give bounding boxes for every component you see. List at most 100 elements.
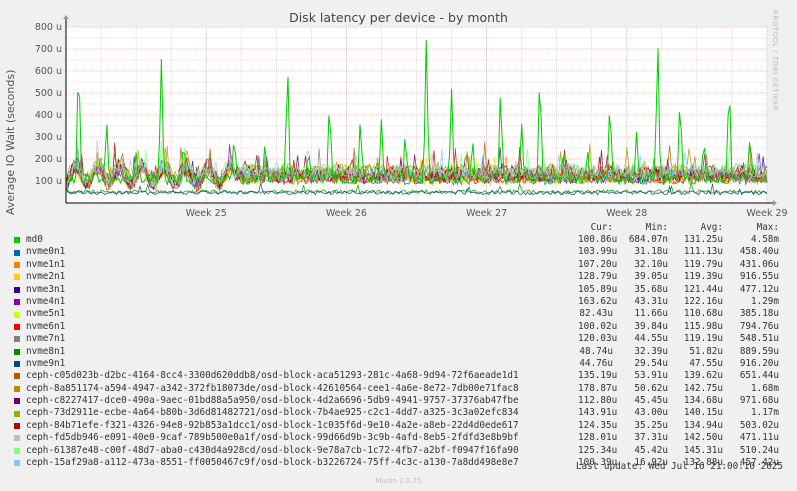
legend-series-name: ceph-73d2911e-ecbe-4a64-b80b-3d6d8148272… — [26, 407, 519, 419]
legend-min: 39.05u — [634, 271, 668, 283]
x-tick-label: Week 28 — [606, 208, 647, 219]
legend-swatch — [14, 348, 20, 355]
chart-title: Disk latency per device - by month — [289, 10, 508, 25]
legend-swatch — [14, 249, 20, 256]
legend-min: 43.00u — [634, 407, 668, 419]
legend-item: ceph-61387e48-c00f-48d7-aba0-c430d4a928c… — [14, 445, 779, 457]
legend-min: 39.84u — [634, 320, 668, 332]
legend-max: 457.42u — [739, 457, 779, 469]
legend-series-name: nvme4n1 — [26, 295, 66, 307]
legend-item: ceph-8a851174-a594-4947-a342-372fb18073d… — [14, 383, 779, 395]
legend-max: 471.11u — [739, 432, 779, 444]
x-tick-label: Week 29 — [746, 208, 787, 219]
legend-max: 971.68u — [739, 395, 779, 407]
legend-max: 794.76u — [739, 320, 779, 332]
legend-series-name: ceph-84b71efe-f321-4326-94e8-92b853a1dcc… — [26, 419, 519, 431]
legend-swatch — [14, 398, 20, 405]
legend-cur: 44.76u — [579, 357, 613, 369]
legend-series-name: ceph-fd5db946-e091-40e0-9caf-789b500e0a1… — [26, 432, 519, 444]
legend-swatch — [14, 311, 20, 318]
x-tick-label: Week 26 — [326, 208, 367, 219]
legend-max: 477.12u — [739, 283, 779, 295]
legend-series-name: nvme6n1 — [26, 320, 66, 332]
last-update: Last update: Wed Jul 16 21:00:10 2025 — [575, 461, 783, 472]
footer-version: Munin 2.0.75 — [375, 477, 422, 485]
series-line-10 — [65, 182, 768, 196]
legend-header-avg: Avg: — [700, 221, 723, 233]
legend-min: 684.07n — [628, 234, 668, 245]
legend-swatch — [14, 323, 20, 330]
y-tick-label: 600 u — [35, 66, 62, 77]
legend-avg: 51.82u — [689, 345, 723, 357]
legend-item: nvme6n1 100.02u 39.84u 115.98u 794.76u — [14, 321, 779, 333]
legend-cur: 143.91u — [578, 407, 618, 419]
series-line-14 — [65, 147, 768, 187]
legend-avg: 110.68u — [683, 308, 723, 320]
y-tick-label: 200 u — [35, 154, 62, 165]
legend-swatch — [14, 423, 20, 430]
legend-series-name: md0 — [26, 234, 43, 245]
legend-avg: 142.50u — [683, 432, 723, 444]
legend-header-cur: Cur: — [590, 221, 613, 233]
legend-cur: 105.89u — [578, 283, 618, 295]
legend-cur: 112.80u — [578, 395, 618, 407]
legend-avg: 111.13u — [683, 246, 723, 258]
legend-item: nvme4n1 163.62u 43.31u 122.16u 1.29m — [14, 296, 779, 308]
legend-max: 1.29m — [751, 295, 779, 307]
legend-cur: 100.39u — [578, 457, 618, 469]
x-axis-arrow — [773, 200, 777, 206]
legend-min: 32.10u — [634, 258, 668, 270]
legend-avg: 115.98u — [683, 320, 723, 332]
legend-series-name: ceph-8a851174-a594-4947-a342-372fb18073d… — [26, 382, 519, 394]
legend-cur: 107.20u — [578, 258, 618, 270]
legend-swatch — [14, 435, 20, 442]
legend-series-name: nvme8n1 — [26, 345, 66, 357]
legend-cur: 128.79u — [578, 271, 618, 283]
legend-min: 29.54u — [634, 357, 668, 369]
legend-item: nvme0n1 103.99u 31.18u 111.13u 458.40u — [14, 246, 779, 258]
legend-avg: 132.88u — [683, 457, 723, 469]
legend-series-name: nvme5n1 — [26, 308, 66, 320]
legend-swatch — [14, 447, 20, 454]
legend-min: 43.31u — [634, 295, 668, 307]
y-tick-label: 100 u — [35, 176, 62, 187]
y-tick-label: 800 u — [35, 22, 62, 33]
legend-series-name: ceph-c05d023b-d2bc-4164-8cc4-3300d620ddb… — [26, 370, 519, 382]
legend-series-name: nvme2n1 — [26, 271, 66, 283]
legend-swatch — [14, 299, 20, 306]
legend-series-name: nvme1n1 — [26, 258, 66, 270]
legend-swatch — [14, 237, 20, 244]
legend-cur: 135.19u — [578, 370, 618, 382]
legend-cur: 128.01u — [578, 432, 618, 444]
legend-item: nvme7n1 120.03u 44.55u 119.19u 548.51u — [14, 333, 779, 345]
legend-cur: 124.35u — [578, 419, 618, 431]
series-line-15 — [65, 142, 768, 188]
legend-item: ceph-c8227417-dce0-490a-9aec-01bd88a5a95… — [14, 395, 779, 407]
legend-swatch — [14, 410, 20, 417]
legend-max: 1.17m — [751, 407, 779, 419]
legend-min: 45.42u — [634, 444, 668, 456]
legend-min: 11.66u — [634, 308, 668, 320]
y-axis-label: Average IO Wait (seconds) — [4, 69, 17, 215]
legend-avg: 134.68u — [683, 395, 723, 407]
y-tick-label: 400 u — [35, 110, 62, 121]
legend-cur: 48.74u — [579, 345, 613, 357]
legend-header: Cur: Min: Avg: Max: — [14, 222, 779, 234]
legend-max: 1.68m — [751, 382, 779, 394]
legend-series-name: ceph-15af29a8-a112-473a-8551-ff0050467c9… — [26, 457, 519, 469]
legend-avg: 142.75u — [683, 382, 723, 394]
x-tick-label: Week 27 — [466, 208, 507, 219]
legend-item: nvme9n1 44.76u 29.54u 47.55u 916.20u — [14, 358, 779, 370]
legend-avg: 119.19u — [683, 333, 723, 345]
legend-cur: 100.02u — [578, 320, 618, 332]
legend-item: nvme3n1 105.89u 35.68u 121.44u 477.12u — [14, 284, 779, 296]
legend-min: 32.39u — [634, 345, 668, 357]
legend-series-name: ceph-c8227417-dce0-490a-9aec-01bd88a5a95… — [26, 395, 519, 407]
legend-cur: 120.03u — [578, 333, 618, 345]
series-line-0 — [65, 39, 768, 186]
x-tick-label: Week 25 — [186, 208, 227, 219]
legend-min: 44.55u — [634, 333, 668, 345]
legend-series-name: ceph-61387e48-c00f-48d7-aba0-c430d4a928c… — [26, 444, 519, 456]
legend-item: ceph-c05d023b-d2bc-4164-8cc4-3300d620ddb… — [14, 370, 779, 382]
legend-header-max: Max: — [756, 221, 779, 233]
